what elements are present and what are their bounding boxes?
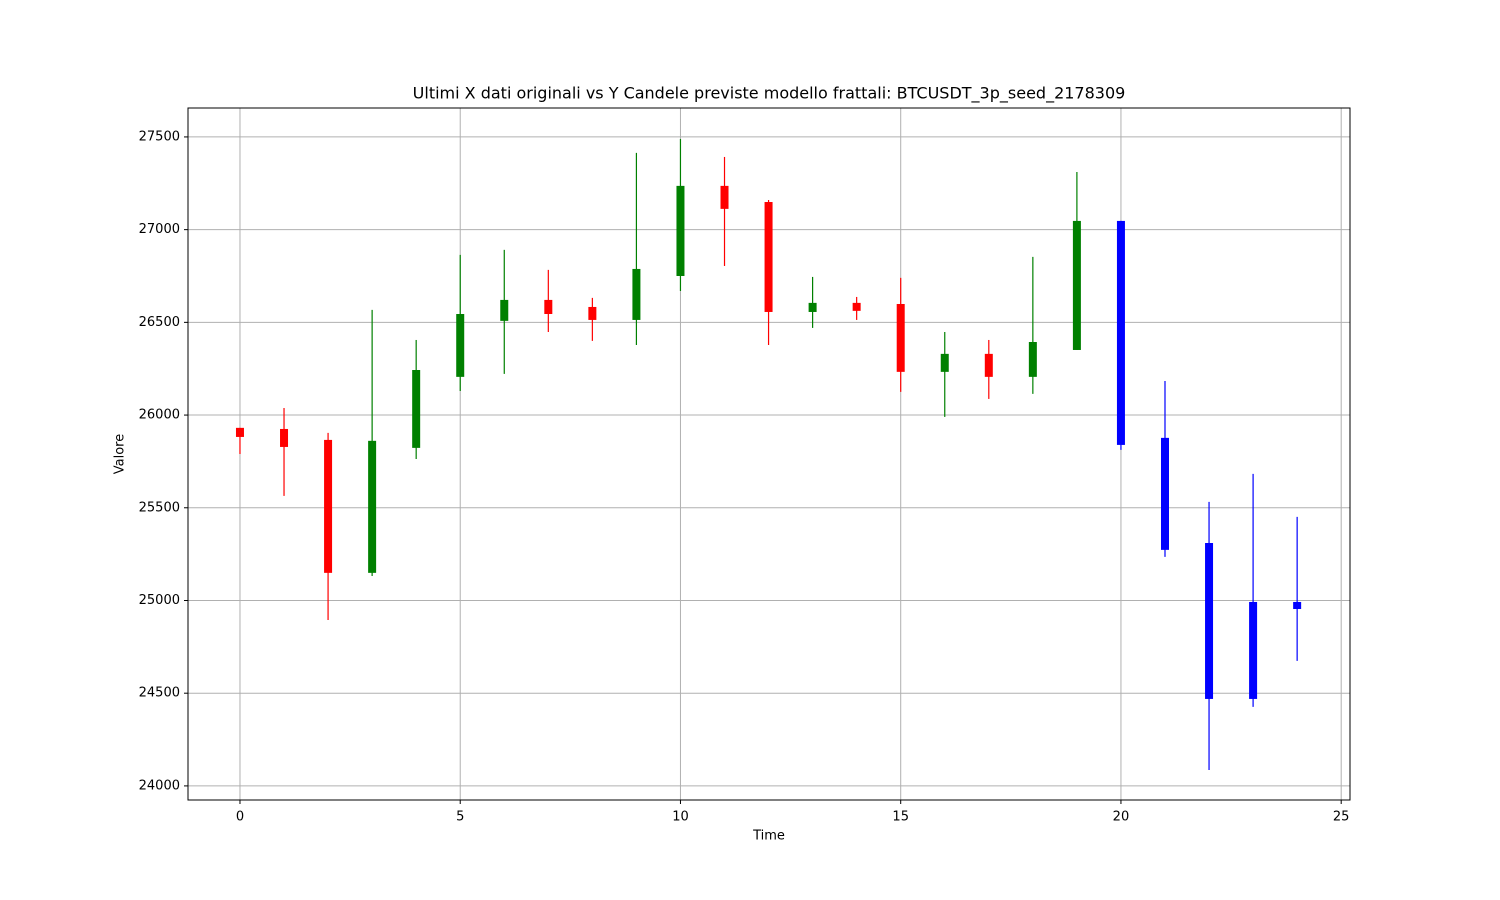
candle-body bbox=[720, 185, 729, 209]
candle-body bbox=[368, 440, 377, 573]
y-tick-label: 27500 bbox=[139, 129, 180, 144]
y-tick-label: 26500 bbox=[139, 315, 180, 330]
y-axis-label: Valore bbox=[113, 434, 128, 474]
candle-body bbox=[808, 302, 817, 312]
candle-body bbox=[544, 299, 553, 315]
x-axis-label: Time bbox=[752, 829, 785, 844]
candle-body bbox=[1072, 220, 1081, 350]
candle-body bbox=[1028, 342, 1037, 377]
chart-title: Ultimi X dati originali vs Y Candele pre… bbox=[413, 84, 1126, 104]
candle-body bbox=[1116, 220, 1125, 445]
candle-body bbox=[1160, 437, 1169, 550]
y-tick-label: 27000 bbox=[139, 222, 180, 237]
x-tick-label: 10 bbox=[672, 810, 689, 825]
candle-body bbox=[1249, 601, 1258, 699]
x-tick-label: 20 bbox=[1113, 810, 1130, 825]
candle-body bbox=[500, 299, 509, 321]
x-tick-label: 0 bbox=[236, 810, 244, 825]
y-tick-label: 24500 bbox=[139, 686, 180, 701]
y-tick-label: 26000 bbox=[139, 408, 180, 423]
candle-body bbox=[676, 185, 685, 276]
candle-body bbox=[1205, 543, 1214, 699]
candle-body bbox=[412, 370, 421, 448]
plot-frame bbox=[187, 107, 1351, 801]
candle-body bbox=[280, 428, 289, 447]
candle-body bbox=[235, 427, 244, 437]
candle-body bbox=[456, 314, 465, 377]
candle-body bbox=[984, 353, 993, 377]
candle-body bbox=[764, 202, 773, 312]
candle-body bbox=[940, 353, 949, 372]
candle-body bbox=[852, 302, 861, 311]
y-tick-label: 25000 bbox=[139, 593, 180, 608]
y-tick-label: 24000 bbox=[139, 778, 180, 793]
x-tick-label: 25 bbox=[1333, 810, 1350, 825]
candle-body bbox=[588, 306, 597, 320]
candle-body bbox=[324, 439, 333, 573]
x-tick-label: 15 bbox=[892, 810, 909, 825]
candle-body bbox=[632, 268, 641, 320]
candle-body bbox=[896, 303, 905, 372]
candle-body bbox=[1293, 601, 1302, 610]
y-tick-label: 25500 bbox=[139, 500, 180, 515]
x-tick-label: 5 bbox=[456, 810, 464, 825]
